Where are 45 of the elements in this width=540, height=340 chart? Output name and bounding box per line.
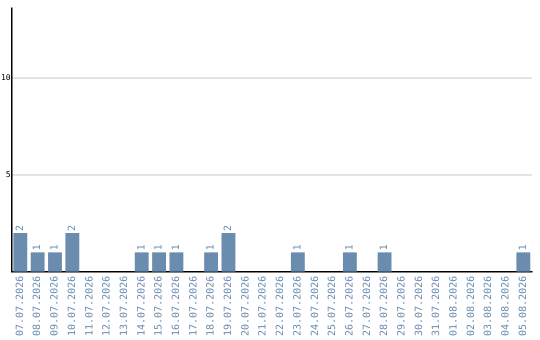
x-tick-label: 11.07.2026 <box>84 276 96 336</box>
data-label: 1 <box>154 244 165 250</box>
x-tick-label: 30.07.2026 <box>414 276 425 336</box>
data-label: 1 <box>518 244 529 250</box>
x-tick-label: 17.07.2026 <box>188 276 200 336</box>
x-tick-label: 12.07.2026 <box>102 276 113 336</box>
x-tick-label: 08.07.2026 <box>32 276 44 336</box>
x-tick-label: 24.07.2026 <box>310 276 321 336</box>
data-label: 1 <box>379 244 390 250</box>
x-tick-label: 31.07.2026 <box>431 276 442 336</box>
x-tick-label: 20.07.2026 <box>240 276 252 336</box>
x-tick-label: 29.07.2026 <box>396 276 408 336</box>
x-tick-label: 05.08.2026 <box>518 276 529 336</box>
x-tick-label: 13.07.2026 <box>118 276 130 336</box>
x-tick-label: 23.07.2026 <box>292 276 304 336</box>
data-label: 1 <box>206 244 217 250</box>
data-label: 1 <box>344 244 356 250</box>
x-tick-label: 28.07.2026 <box>379 276 390 336</box>
data-label: 1 <box>50 244 61 250</box>
data-label: 2 <box>14 224 26 231</box>
x-tick-label: 26.07.2026 <box>344 276 356 336</box>
x-tick-label: 14.07.2026 <box>136 276 148 336</box>
data-label: 1 <box>136 244 148 250</box>
x-tick-label: 21.07.2026 <box>258 276 269 336</box>
x-tick-label: 25.07.2026 <box>327 276 338 336</box>
x-tick-label: 09.07.2026 <box>50 276 61 336</box>
x-tick-label: 03.08.2026 <box>483 276 494 336</box>
y-tick-label: 5 <box>6 170 11 179</box>
data-label: 2 <box>223 224 234 231</box>
data-label: 2 <box>66 224 78 231</box>
x-tick-label: 27.07.2026 <box>362 276 373 336</box>
x-tick-label: 07.07.2026 <box>14 276 26 336</box>
data-label: 1 <box>292 244 304 250</box>
x-tick-label: 15.07.2026 <box>154 276 165 336</box>
x-tick-label: 01.08.2026 <box>448 276 460 336</box>
x-tick-label: 22.07.2026 <box>275 276 286 336</box>
x-tick-label: 18.07.2026 <box>206 276 217 336</box>
x-tick-label: 02.08.2026 <box>466 276 477 336</box>
x-tick-label: 16.07.2026 <box>171 276 182 336</box>
x-tick-label: 04.08.2026 <box>500 276 512 336</box>
y-tick-label: 10 <box>0 72 11 82</box>
x-tick-label: 10.07.2026 <box>66 276 78 336</box>
data-label: 1 <box>32 244 44 250</box>
data-label: 1 <box>171 244 182 250</box>
x-tick-label: 19.07.2026 <box>223 276 234 336</box>
